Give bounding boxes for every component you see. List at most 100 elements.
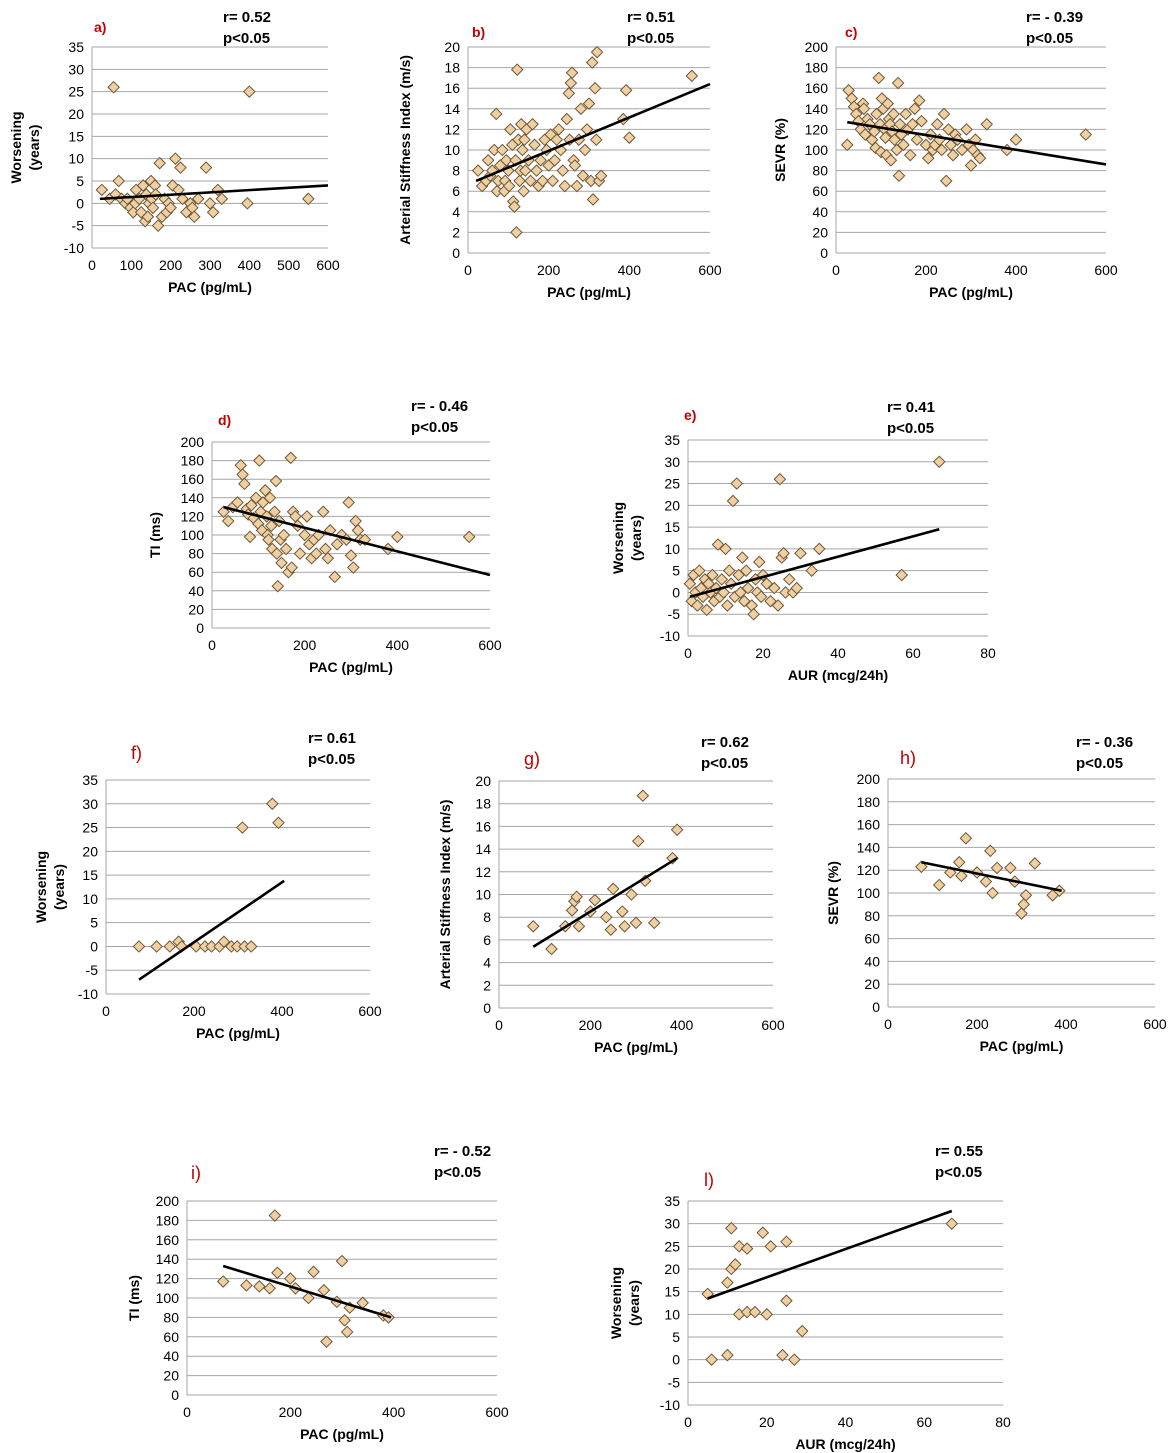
data-point — [300, 510, 314, 523]
x-tick-label: 200 — [537, 262, 561, 278]
data-point — [293, 547, 307, 560]
y-tick-label: 15 — [82, 867, 98, 883]
y-tick-label: 20 — [664, 1261, 680, 1277]
data-point — [666, 851, 679, 865]
data-point — [500, 153, 513, 167]
y-tick-label: 180 — [156, 1212, 180, 1228]
data-point — [943, 866, 957, 879]
data-point — [955, 869, 968, 883]
x-tick-label: 400 — [386, 637, 410, 653]
x-tick-label: 400 — [670, 1017, 694, 1033]
x-tick-label: 200 — [159, 257, 183, 273]
y-tick-label: 40 — [163, 1348, 179, 1364]
data-point — [576, 169, 590, 183]
x-axis-title: AUR (mcg/24h) — [788, 667, 888, 683]
data-point — [979, 875, 993, 888]
data-point — [241, 197, 254, 210]
x-tick-label: 40 — [830, 645, 846, 661]
data-point — [1079, 128, 1093, 141]
x-tick-label: 20 — [755, 645, 771, 661]
y-tick-label: 2 — [452, 224, 460, 240]
x-tick-label: 200 — [279, 1404, 303, 1420]
data-point — [244, 940, 258, 953]
data-point — [764, 1240, 777, 1253]
y-tick-label: -5 — [72, 218, 85, 234]
x-tick-label: 40 — [838, 1414, 854, 1430]
y-tick-label: 80 — [812, 163, 828, 179]
p-value: p<0.05 — [701, 755, 748, 772]
data-point — [857, 102, 871, 116]
data-point — [1019, 888, 1033, 902]
y-tick-label: 0 — [196, 620, 204, 636]
data-point — [342, 496, 355, 509]
data-point — [164, 201, 177, 215]
data-point — [335, 1254, 349, 1268]
x-tick-label: 600 — [1143, 1016, 1167, 1032]
data-point — [112, 174, 126, 188]
panel-label: e) — [684, 407, 696, 423]
data-point — [307, 1265, 320, 1279]
data-point — [582, 97, 596, 110]
data-point — [869, 141, 882, 155]
data-point — [536, 174, 549, 188]
data-point — [268, 1209, 282, 1222]
y-axis-title: TI (ms) — [147, 512, 163, 558]
data-point — [895, 568, 909, 582]
data-point — [150, 940, 163, 953]
data-point — [670, 823, 684, 837]
data-point — [243, 530, 257, 544]
x-tick-label: 400 — [618, 262, 642, 278]
data-point — [255, 524, 269, 537]
data-point — [275, 556, 288, 570]
data-point — [270, 547, 284, 560]
data-point — [271, 1266, 284, 1280]
data-point — [984, 844, 997, 858]
data-point — [788, 1353, 801, 1366]
y-tick-label: 140 — [181, 490, 205, 506]
data-point — [590, 45, 604, 59]
data-point — [776, 1348, 789, 1362]
y-tick-label: 20 — [444, 39, 460, 55]
y-tick-label: 120 — [857, 862, 881, 878]
y-tick-label: -10 — [78, 986, 98, 1002]
data-point — [748, 1305, 762, 1319]
data-point — [238, 477, 251, 491]
correlation-r: r= - 0.46 — [411, 398, 468, 415]
data-point — [980, 117, 994, 131]
data-point — [540, 143, 553, 157]
data-point — [136, 179, 150, 192]
data-point — [516, 143, 529, 157]
x-tick-label: 400 — [238, 257, 262, 273]
data-point — [526, 919, 540, 933]
x-tick-label: 200 — [182, 1003, 206, 1019]
y-tick-label: 10 — [444, 142, 460, 158]
y-tick-label: 14 — [444, 101, 460, 117]
data-point — [518, 133, 531, 147]
y-tick-label: 60 — [163, 1329, 179, 1345]
data-point — [284, 1272, 297, 1285]
data-point — [320, 1335, 333, 1348]
y-tick-label: -5 — [668, 606, 681, 622]
x-tick-label: 200 — [293, 637, 317, 653]
data-point — [794, 546, 807, 560]
data-point — [263, 1281, 276, 1295]
data-point — [231, 496, 244, 509]
trend-line — [921, 860, 1062, 892]
data-point — [570, 179, 584, 193]
data-point — [518, 164, 532, 177]
data-point — [1015, 907, 1028, 920]
data-point — [215, 192, 229, 206]
y-tick-label: 200 — [181, 434, 205, 450]
data-point — [258, 484, 272, 497]
p-value: p<0.05 — [935, 1164, 982, 1181]
data-point — [840, 138, 854, 152]
data-point — [908, 102, 922, 116]
data-point — [740, 1242, 754, 1255]
data-point — [249, 491, 263, 505]
data-point — [604, 923, 618, 936]
data-point — [321, 551, 335, 565]
data-point — [812, 542, 826, 556]
